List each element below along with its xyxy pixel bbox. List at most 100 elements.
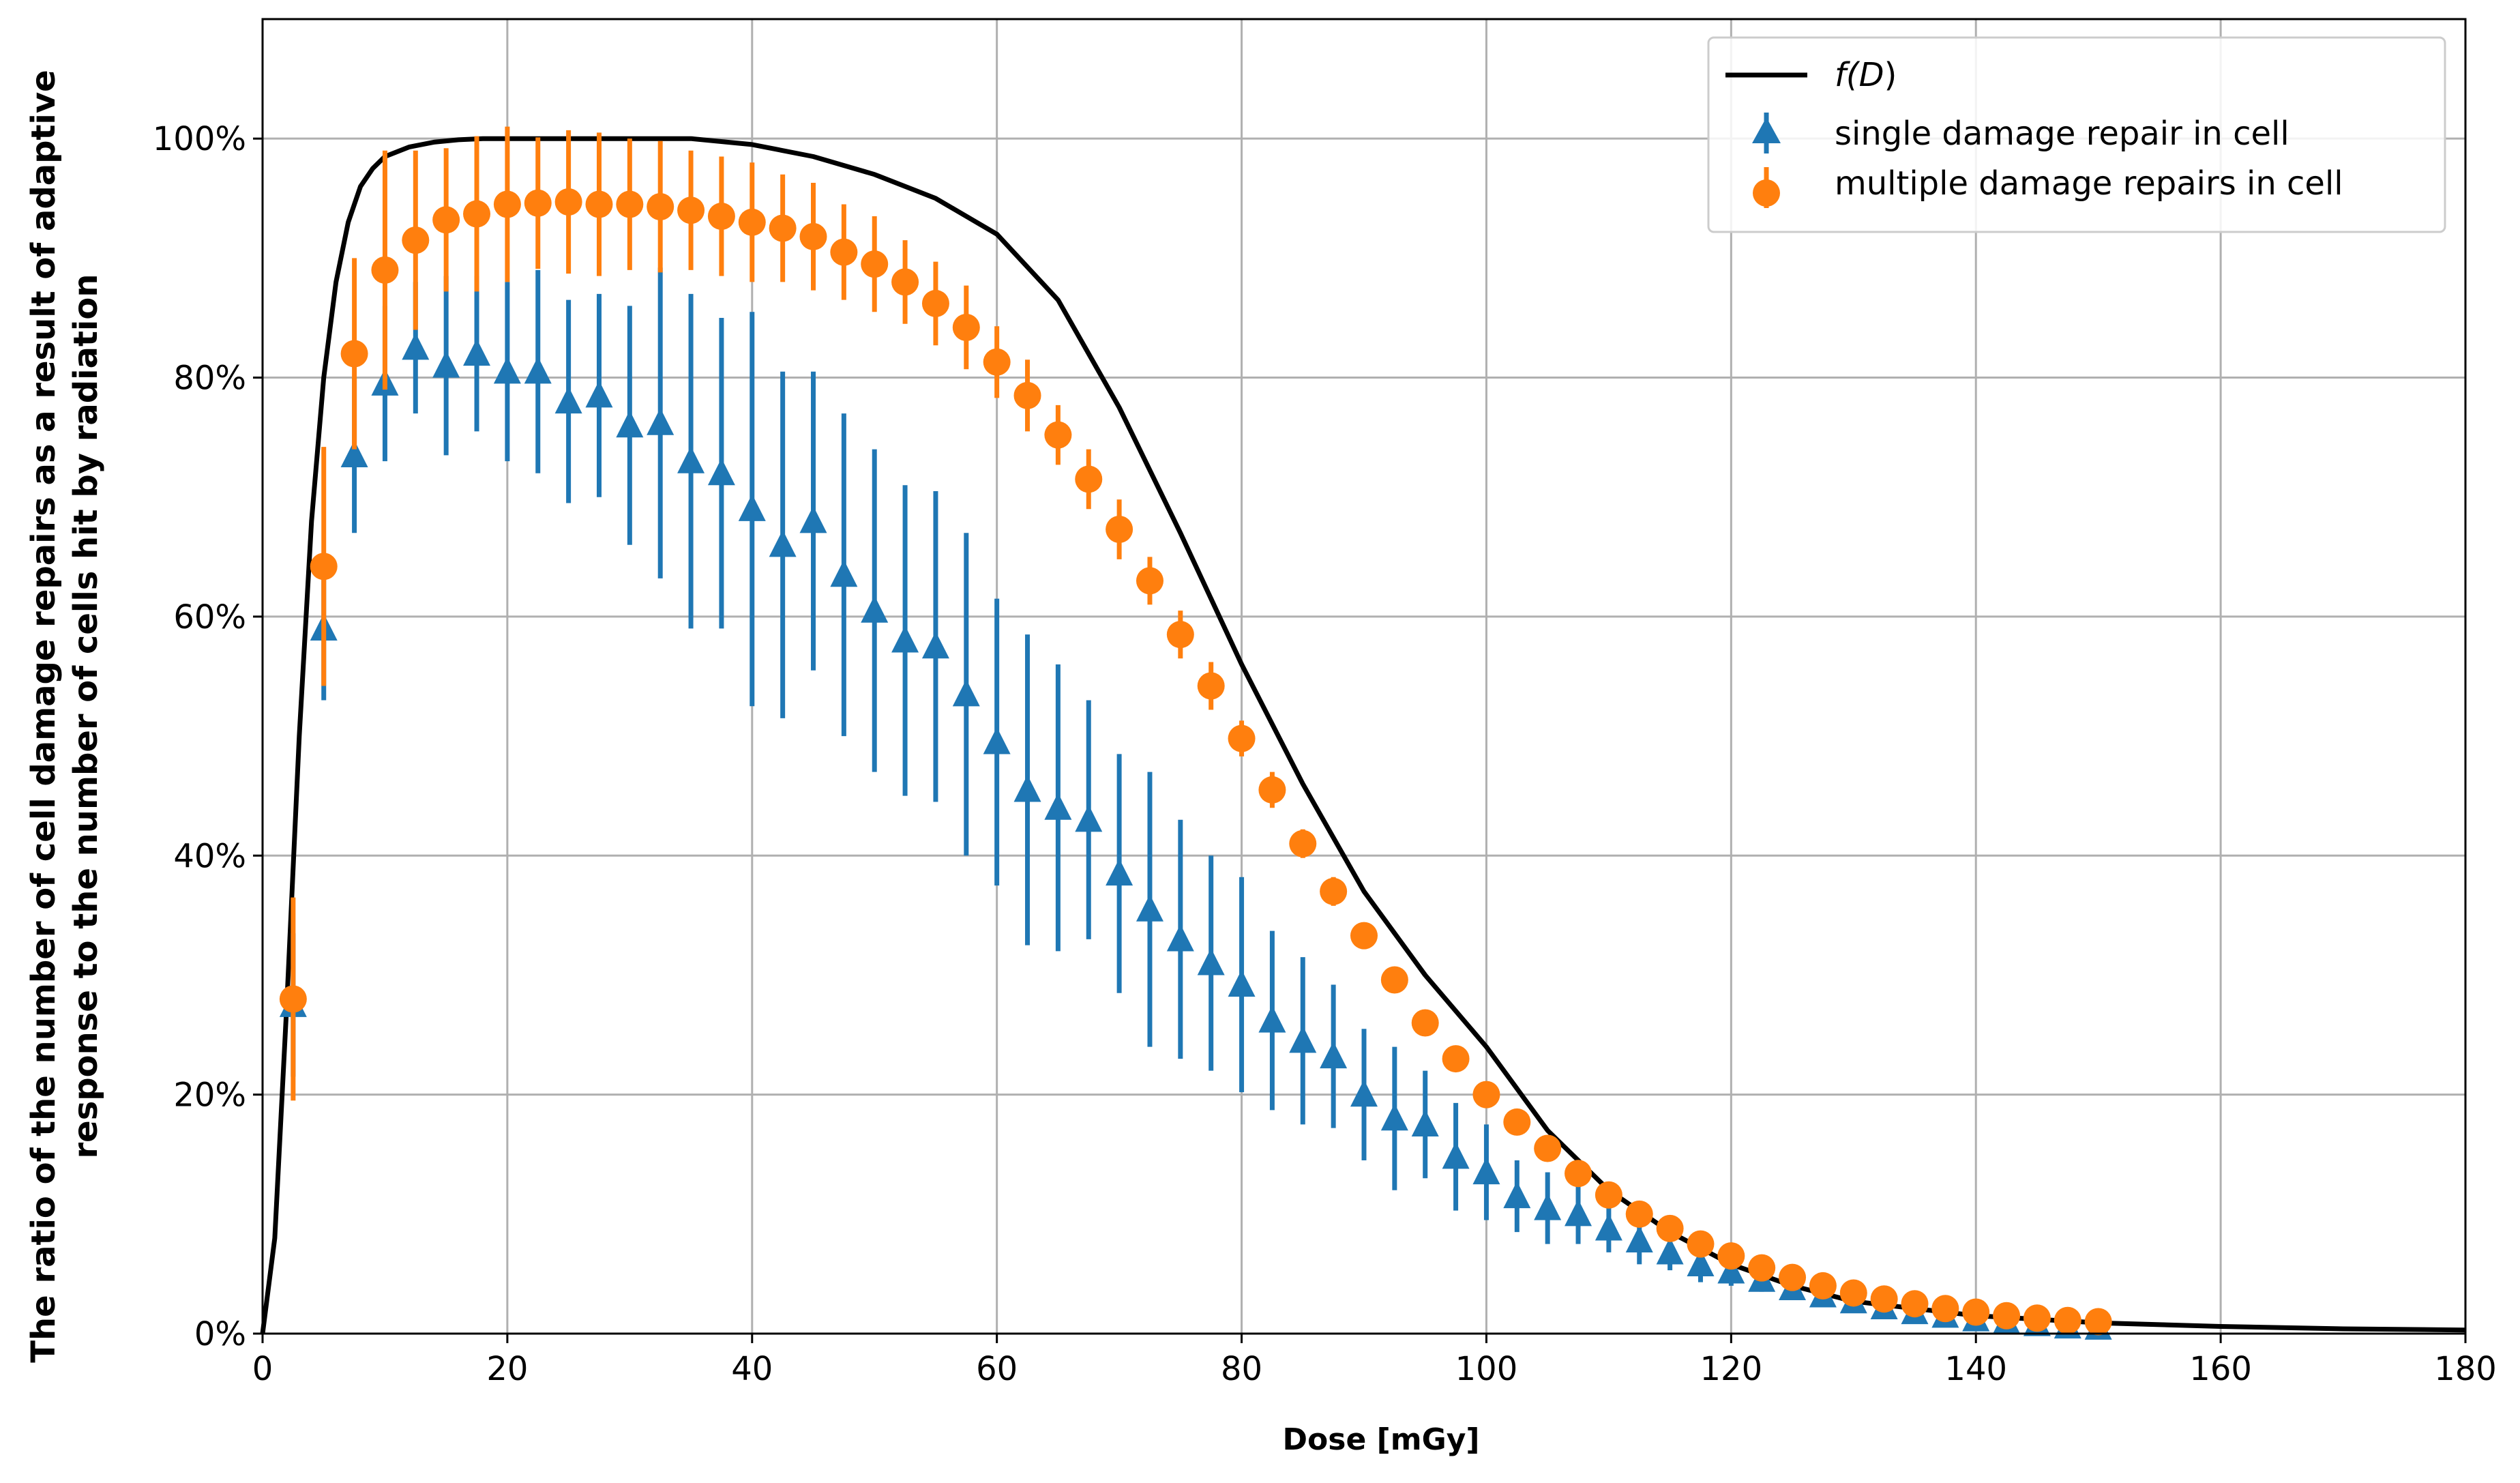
single-point	[340, 440, 368, 468]
multiple-point	[1044, 421, 1072, 449]
multiple-point	[279, 985, 307, 1013]
single-point	[1380, 1103, 1408, 1131]
single-point	[1565, 1199, 1592, 1227]
x-tick-label: 20	[486, 1350, 528, 1388]
single-point	[1656, 1237, 1684, 1265]
single-point	[402, 332, 430, 360]
single-point	[738, 494, 766, 521]
y-axis-label: The ratio of the number of cell damage r…	[25, 70, 105, 1362]
multiple-point	[1166, 621, 1194, 649]
multiple-point	[891, 268, 919, 296]
axes-frame	[261, 18, 2467, 1335]
multiple-point	[1901, 1290, 1929, 1318]
multiple-point	[310, 553, 338, 581]
multiple-point	[647, 193, 675, 221]
x-tick-label: 60	[976, 1350, 1018, 1388]
y-tick-label: 0%	[194, 1315, 246, 1353]
multiple-point	[1442, 1045, 1470, 1073]
x-tick-label: 80	[1221, 1350, 1262, 1388]
multiple-point	[1289, 829, 1317, 857]
multiple-point	[769, 214, 797, 242]
multiple-point	[1870, 1285, 1898, 1313]
x-tick-label: 140	[1944, 1350, 2007, 1388]
single-point	[647, 408, 675, 435]
single-point	[463, 338, 491, 366]
multiple-point	[1258, 776, 1286, 804]
y-tick-labels: 0% 20% 40% 60% 80% 100%	[153, 120, 263, 1353]
multiple-point	[1748, 1254, 1776, 1282]
x-tick-label: 120	[1700, 1350, 1763, 1388]
single-point	[1472, 1157, 1500, 1185]
single-point	[861, 596, 889, 623]
multiple-point	[921, 289, 949, 317]
multiple-point	[1687, 1230, 1715, 1258]
multiple-point	[432, 206, 460, 234]
multiple-point	[340, 340, 368, 368]
y-tick-label: 100%	[153, 120, 246, 158]
single-point	[1320, 1041, 1348, 1069]
multiple-point	[1228, 724, 1256, 752]
multiple-point	[1565, 1160, 1592, 1188]
y-tick-label: 80%	[173, 359, 246, 398]
y-tick-label: 20%	[173, 1076, 246, 1115]
single-point	[524, 356, 552, 384]
legend-curve-suffix: )	[1884, 56, 1897, 94]
x-tick-label: 160	[2189, 1350, 2252, 1388]
multiple-point	[830, 238, 858, 266]
legend-curve-var: D	[1859, 56, 1884, 94]
multiple-point	[952, 313, 980, 341]
x-tick-labels: 0 20 40 60 80 100 120 140 160 180	[252, 1334, 2497, 1388]
multiple-point	[1993, 1302, 2021, 1330]
multiple-point	[371, 256, 399, 284]
multiple-series-errorbars	[291, 126, 2101, 1323]
single-point	[1258, 1005, 1286, 1033]
multiple-point	[463, 200, 491, 228]
single-point	[1625, 1225, 1653, 1252]
single-point	[952, 679, 980, 707]
multiple-point	[1013, 381, 1041, 409]
multiple-point	[1534, 1134, 1562, 1162]
multiple-point	[1503, 1108, 1531, 1136]
single-point	[983, 726, 1011, 754]
single-point	[1595, 1213, 1622, 1241]
multiple-point	[2054, 1306, 2081, 1334]
single-point	[1717, 1256, 1745, 1284]
single-point	[1136, 894, 1163, 922]
multiple-point	[1809, 1272, 1837, 1300]
single-point	[1503, 1181, 1531, 1209]
multiple-point	[402, 226, 430, 254]
x-tick-label: 100	[1455, 1350, 1518, 1388]
multiple-point	[1779, 1263, 1807, 1291]
single-point	[1289, 1025, 1317, 1053]
legend-multiple-label: multiple damage repairs in cell	[1835, 164, 2343, 203]
multiple-point	[1380, 966, 1408, 994]
single-point	[799, 505, 827, 533]
single-point	[1687, 1249, 1715, 1276]
single-point	[707, 458, 735, 486]
multiple-point	[493, 190, 521, 218]
single-point	[1350, 1079, 1378, 1107]
multiple-series-markers	[279, 188, 2112, 1336]
single-point	[769, 529, 797, 557]
multiple-point	[1411, 1009, 1439, 1037]
multiple-point	[1075, 465, 1103, 493]
multiple-point	[1106, 516, 1133, 544]
single-point	[493, 356, 521, 384]
multiple-point	[2023, 1304, 2051, 1332]
multiple-point	[861, 250, 889, 278]
multiple-point	[1595, 1181, 1622, 1209]
multiple-point	[1717, 1242, 1745, 1270]
multiple-point	[707, 203, 735, 231]
single-point	[616, 410, 644, 438]
multiple-point	[1136, 567, 1163, 595]
multiple-point	[2084, 1308, 2112, 1336]
multiple-point	[616, 190, 644, 218]
multiple-point	[1962, 1298, 1990, 1326]
single-point	[1411, 1109, 1439, 1137]
legend-curve-prefix: f(	[1835, 56, 1861, 94]
y-axis-label-line1: The ratio of the number of cell damage r…	[25, 70, 63, 1362]
single-point	[585, 380, 613, 408]
legend-box	[1707, 36, 2446, 233]
single-point	[1106, 858, 1133, 886]
